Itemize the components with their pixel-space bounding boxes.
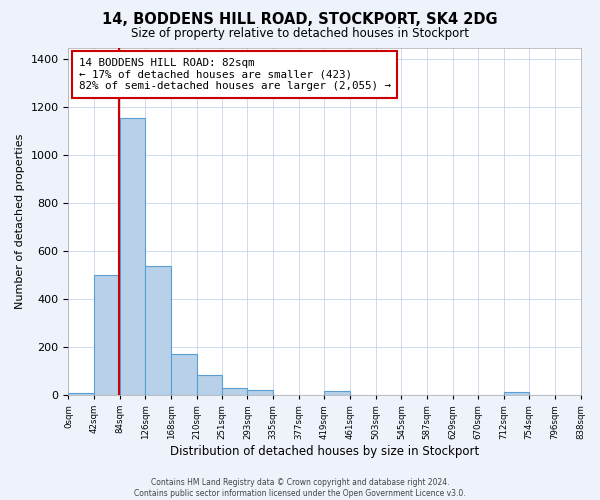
Bar bbox=[145, 266, 171, 395]
Text: Contains HM Land Registry data © Crown copyright and database right 2024.
Contai: Contains HM Land Registry data © Crown c… bbox=[134, 478, 466, 498]
Text: 14 BODDENS HILL ROAD: 82sqm
← 17% of detached houses are smaller (423)
82% of se: 14 BODDENS HILL ROAD: 82sqm ← 17% of det… bbox=[79, 58, 391, 91]
Text: Size of property relative to detached houses in Stockport: Size of property relative to detached ho… bbox=[131, 28, 469, 40]
Bar bbox=[94, 275, 120, 395]
Bar bbox=[120, 118, 145, 395]
Bar bbox=[222, 388, 247, 395]
Bar bbox=[68, 392, 94, 395]
X-axis label: Distribution of detached houses by size in Stockport: Distribution of detached houses by size … bbox=[170, 444, 479, 458]
Bar bbox=[503, 392, 529, 395]
Bar bbox=[171, 354, 197, 395]
Y-axis label: Number of detached properties: Number of detached properties bbox=[15, 134, 25, 309]
Bar bbox=[247, 390, 273, 395]
Bar bbox=[325, 391, 350, 395]
Bar bbox=[197, 374, 222, 395]
Text: 14, BODDENS HILL ROAD, STOCKPORT, SK4 2DG: 14, BODDENS HILL ROAD, STOCKPORT, SK4 2D… bbox=[102, 12, 498, 28]
